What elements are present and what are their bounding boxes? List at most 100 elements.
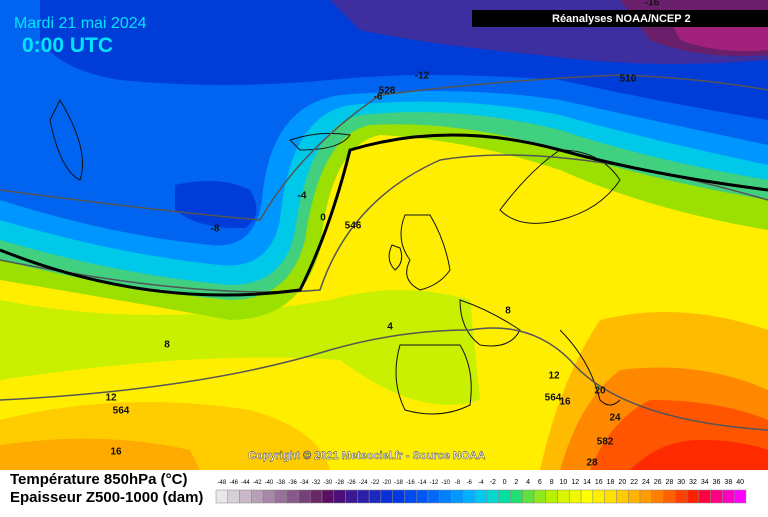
scale-label: 14 [583, 479, 591, 486]
contour-label: 0 [320, 213, 326, 224]
scale-label: 10 [560, 479, 568, 486]
scale-label: -20 [382, 480, 391, 486]
scale-label: -26 [347, 480, 356, 486]
scale-label: -2 [490, 479, 496, 486]
scale-swatch [239, 489, 252, 504]
scale-swatch [627, 489, 641, 504]
scale-swatch [557, 489, 570, 504]
thickness-contours [0, 74, 768, 431]
contour-label: 20 [594, 386, 606, 397]
scale-label: -40 [265, 480, 274, 486]
scale-swatch [380, 489, 393, 504]
scale-label: 26 [654, 479, 662, 486]
color-scale: -48 -46 -44 -42 -40 -38 -36 -34 -32 -30 -28 -26 -24-… [215, 479, 747, 504]
scale-label: -36 [288, 480, 297, 486]
scale-label: -18 [394, 480, 403, 486]
scale-swatch [474, 489, 488, 504]
scale-label: -44 [241, 480, 250, 486]
contour-label: -6 [374, 92, 383, 103]
scale-label: 2 [514, 479, 518, 486]
contour-label: 12 [105, 393, 117, 404]
scale-swatch [675, 489, 688, 504]
scale-label: 38 [724, 479, 732, 486]
scale-label: -34 [300, 480, 309, 486]
contour-label: 546 [345, 221, 362, 232]
copyright: Copyright © 2021 Meteociel.fr - Source N… [248, 450, 485, 462]
scale-label: -38 [276, 480, 285, 486]
scale-swatch [639, 489, 653, 504]
scale-label: 4 [526, 479, 530, 486]
contour-label: 28 [586, 458, 598, 469]
scale-label: 16 [595, 479, 603, 486]
time: 0:00 UTC [22, 34, 113, 57]
contour-label: -16 [645, 0, 660, 9]
scale-label: 8 [550, 479, 554, 486]
scale-swatch [215, 489, 229, 504]
scale-swatch [274, 489, 287, 504]
contour-label: -4 [298, 191, 307, 202]
scale-label: -24 [359, 480, 368, 486]
scale-swatch [569, 489, 582, 504]
scale-label: 22 [630, 479, 638, 486]
scale-swatch [357, 489, 370, 504]
scale-label: 34 [701, 479, 709, 486]
contour-label: 582 [597, 437, 614, 448]
scale-label: -30 [324, 480, 333, 486]
scale-swatch [415, 489, 429, 504]
scale-swatch [686, 489, 700, 504]
scale-swatch [427, 489, 441, 504]
scale-swatch [580, 489, 594, 504]
scale-swatch [533, 489, 547, 504]
legend-thickness-title: Epaisseur Z500-1000 (dam) [10, 489, 203, 506]
scale-label: -46 [229, 480, 238, 486]
scale-label: 12 [571, 479, 579, 486]
contour-label: -12 [415, 71, 430, 82]
scale-swatch [663, 489, 676, 504]
scale-label: 36 [713, 479, 721, 486]
scale-label: 20 [618, 479, 626, 486]
scale-swatch [451, 489, 464, 504]
scale-swatch [251, 489, 264, 504]
contour-labels: -16-12-6528510-4-80546488125641216564162… [105, 0, 659, 469]
scale-label: -32 [312, 480, 321, 486]
contour-label: 16 [559, 397, 571, 408]
scale-swatch [262, 489, 276, 504]
scale-label: 24 [642, 479, 650, 486]
scale-swatch [486, 489, 499, 504]
scale-swatch [439, 489, 452, 504]
scale-label: -48 [218, 480, 227, 486]
scale-swatch [392, 489, 405, 504]
date: Mardi 21 mai 2024 [14, 15, 147, 32]
scale-swatch [404, 489, 417, 504]
scale-label: 18 [607, 479, 615, 486]
scale-label: -10 [441, 480, 450, 486]
scale-label: 28 [666, 479, 674, 486]
scale-swatch [604, 489, 617, 504]
scale-label: -4 [478, 480, 484, 486]
scale-label: 30 [677, 479, 685, 486]
scale-swatch [463, 489, 476, 504]
scale-label: 6 [538, 479, 542, 486]
contour-label: 16 [110, 447, 122, 458]
scale-swatch [286, 489, 299, 504]
scale-swatch [510, 489, 523, 504]
contour-label: -8 [211, 224, 220, 235]
contour-label: 8 [164, 340, 170, 351]
source-badge-bg [472, 10, 768, 27]
contour-label: 12 [548, 371, 560, 382]
scale-label: -42 [253, 480, 262, 486]
scale-swatch [227, 489, 240, 504]
scale-swatch [309, 489, 323, 504]
scale-label: 32 [689, 479, 697, 486]
zero-isotherm [0, 133, 768, 297]
scale-label: -12 [430, 480, 439, 486]
scale-label: -16 [406, 480, 415, 486]
scale-swatch [521, 489, 535, 504]
scale-swatch [592, 489, 605, 504]
scale-label: 40 [736, 479, 744, 486]
temperature-field [0, 0, 768, 470]
contour-label: 24 [609, 413, 621, 424]
coastlines [49, 98, 621, 415]
scale-swatch [545, 489, 558, 504]
